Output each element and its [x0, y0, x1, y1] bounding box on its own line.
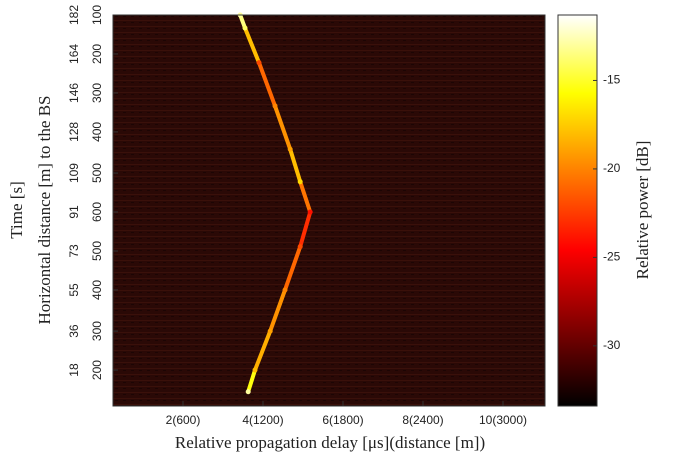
ridge-point — [267, 328, 273, 334]
ridge-point — [256, 60, 262, 66]
x-tick-label: 6(1800) — [322, 413, 363, 427]
distance-label: 300 — [90, 83, 104, 103]
distance-label: 600 — [90, 202, 104, 222]
distance-label: 200 — [90, 360, 104, 380]
y-tick-label: 146 — [67, 83, 81, 103]
ridge-segment — [257, 60, 277, 108]
ridge-point — [297, 244, 303, 250]
ridge-segment — [288, 147, 303, 184]
colorbar-tick-label: -30 — [603, 338, 621, 352]
colorbar-tick-label: -25 — [603, 250, 621, 264]
ridge-point — [297, 179, 303, 185]
x-tick-label: 2(600) — [166, 413, 201, 427]
ridge-segment — [283, 244, 303, 292]
x-tick-label: 8(2400) — [402, 413, 443, 427]
ridge-segment — [243, 25, 261, 65]
y-tick-label: 18 — [67, 363, 81, 377]
distance-label: 500 — [90, 241, 104, 261]
colorbar-tick-label: -20 — [603, 161, 621, 175]
plot-frame — [112, 14, 546, 407]
distance-label: 400 — [90, 122, 104, 142]
heatmap-background — [113, 15, 545, 406]
colorbar-label: Relative power [dB] — [633, 141, 652, 280]
ridge-point — [242, 25, 248, 31]
ridge-segment — [268, 287, 287, 334]
ridge-point — [272, 103, 278, 109]
ridge-point — [245, 389, 251, 395]
ridge-point — [287, 146, 293, 152]
y-tick-label: 36 — [67, 324, 81, 338]
y-tick-label: 73 — [67, 244, 81, 258]
ridge-segment — [253, 329, 273, 373]
ridge-segment — [246, 368, 257, 394]
distance-label: 100 — [90, 5, 104, 25]
y-tick-label: 91 — [67, 205, 81, 219]
y-tick-label: 164 — [67, 44, 81, 64]
x-axis-label: Relative propagation delay [μs](distance… — [175, 433, 485, 452]
y-tick-label: 109 — [67, 163, 81, 183]
y-tick-label: 182 — [67, 5, 81, 25]
ridge-point — [282, 287, 288, 293]
y-axis-label: Time [s] — [7, 181, 26, 238]
x-tick-label: 4(1200) — [242, 413, 283, 427]
distance-label: 300 — [90, 321, 104, 341]
ridge-point — [252, 367, 258, 373]
colorbar — [557, 14, 598, 407]
distance-label: 200 — [90, 44, 104, 64]
y-tick-label: 55 — [67, 283, 81, 297]
y-axis-label-2: Horizontal distance [m] to the BS — [35, 96, 54, 325]
colorbar-tick-label: -15 — [603, 73, 621, 87]
ridge-segment — [298, 210, 313, 249]
ridge-segment — [298, 179, 313, 215]
ridge-point — [307, 209, 313, 215]
distance-label: 500 — [90, 163, 104, 183]
x-tick-label: 10(3000) — [479, 413, 527, 427]
y-tick-label: 128 — [67, 122, 81, 142]
distance-label: 400 — [90, 280, 104, 300]
ridge-segment — [273, 103, 293, 152]
